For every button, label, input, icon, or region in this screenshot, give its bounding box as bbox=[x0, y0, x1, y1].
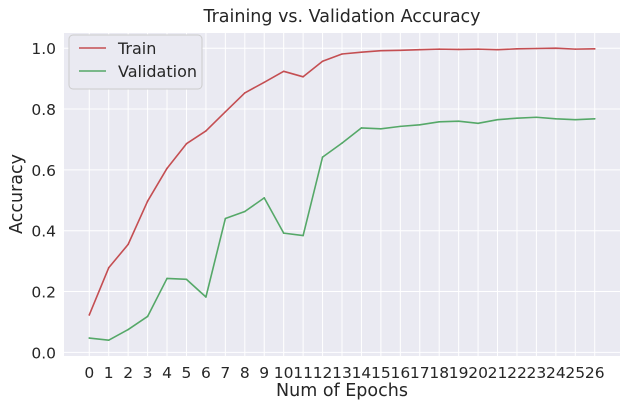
data-point-validation bbox=[535, 116, 538, 119]
x-tick-label: 14 bbox=[352, 364, 372, 382]
data-point-validation bbox=[360, 127, 363, 129]
data-point-validation bbox=[399, 125, 402, 128]
data-point-validation bbox=[282, 232, 285, 234]
x-tick-label: 21 bbox=[488, 364, 508, 382]
x-tick-label: 22 bbox=[507, 364, 527, 382]
y-axis-label: Accuracy bbox=[7, 154, 27, 234]
data-point-validation bbox=[244, 210, 246, 213]
legend-label-validation: Validation bbox=[118, 62, 197, 81]
data-point-train bbox=[302, 76, 304, 78]
data-point-validation bbox=[185, 278, 188, 281]
x-tick-label: 19 bbox=[449, 364, 469, 382]
data-point-validation bbox=[166, 277, 168, 280]
x-tick-label: 26 bbox=[585, 364, 605, 382]
y-tick-label: 0.0 bbox=[31, 344, 56, 362]
data-point-train bbox=[185, 142, 188, 145]
data-point-validation bbox=[574, 118, 577, 121]
data-point-validation bbox=[593, 117, 596, 120]
x-tick-label: 16 bbox=[390, 364, 410, 382]
y-tick-label: 0.8 bbox=[31, 101, 56, 119]
y-tick-label: 0.2 bbox=[31, 284, 56, 302]
x-tick-label: 17 bbox=[410, 364, 430, 382]
y-tick-labels: 0.0 0.2 0.4 0.6 0.8 1.0 bbox=[31, 40, 56, 362]
data-point-train bbox=[380, 49, 382, 52]
data-point-validation bbox=[341, 142, 343, 144]
x-tick-label: 6 bbox=[201, 364, 211, 382]
x-tick-label: 0 bbox=[84, 364, 94, 382]
data-point-validation bbox=[321, 156, 324, 158]
data-point-train bbox=[282, 70, 285, 73]
data-point-train bbox=[360, 51, 363, 53]
x-tick-label: 24 bbox=[546, 364, 566, 382]
data-point-train bbox=[418, 48, 421, 51]
x-axis-label: Num of Epochs bbox=[276, 381, 408, 401]
data-point-train bbox=[205, 130, 207, 132]
x-tick-label: 5 bbox=[182, 364, 192, 382]
data-point-train bbox=[516, 48, 518, 50]
x-tick-labels: 0 1 2 3 4 5 6 7 8 9 10 11 12 13 14 15 16 17 18 19 20 21 22 23 24… bbox=[84, 364, 604, 382]
data-point-train bbox=[166, 167, 168, 170]
data-point-train bbox=[107, 267, 110, 269]
data-point-train bbox=[438, 48, 441, 50]
x-tick-label: 18 bbox=[429, 364, 449, 382]
series-layer bbox=[88, 47, 596, 341]
y-tick-label: 0.6 bbox=[31, 162, 56, 180]
data-point-train bbox=[399, 49, 402, 52]
data-point-validation bbox=[516, 117, 518, 119]
x-tick-label: 3 bbox=[143, 364, 153, 382]
data-point-train bbox=[263, 81, 266, 84]
x-tick-label: 8 bbox=[240, 364, 250, 382]
y-tick-label: 1.0 bbox=[31, 40, 56, 58]
legend-label-train: Train bbox=[117, 39, 156, 58]
data-point-train bbox=[146, 200, 149, 202]
x-tick-label: 1 bbox=[104, 364, 114, 382]
data-point-validation bbox=[496, 118, 499, 121]
data-point-train bbox=[477, 48, 479, 50]
data-point-train bbox=[555, 47, 557, 50]
data-point-validation bbox=[438, 121, 441, 123]
data-point-validation bbox=[205, 296, 207, 298]
x-tick-label: 7 bbox=[220, 364, 230, 382]
x-tick-label: 13 bbox=[332, 364, 352, 382]
data-point-train bbox=[593, 48, 596, 50]
x-tick-label: 23 bbox=[527, 364, 547, 382]
data-point-validation bbox=[477, 122, 479, 125]
data-point-validation bbox=[555, 117, 557, 120]
data-point-train bbox=[88, 314, 91, 316]
data-point-validation bbox=[224, 217, 227, 220]
data-point-validation bbox=[127, 328, 129, 331]
x-tick-label: 2 bbox=[123, 364, 133, 382]
data-point-train bbox=[574, 48, 577, 50]
data-point-train bbox=[224, 110, 227, 113]
data-point-train bbox=[244, 92, 246, 94]
x-tick-label: 4 bbox=[162, 364, 172, 382]
data-point-validation bbox=[380, 128, 382, 130]
data-point-validation bbox=[263, 197, 266, 199]
data-point-validation bbox=[418, 124, 421, 126]
data-point-train bbox=[496, 48, 499, 51]
data-point-validation bbox=[107, 339, 110, 341]
x-tick-label: 12 bbox=[313, 364, 333, 382]
data-point-train bbox=[535, 47, 538, 50]
data-point-validation bbox=[146, 315, 149, 318]
x-tick-label: 20 bbox=[468, 364, 488, 382]
x-tick-label: 11 bbox=[293, 364, 313, 382]
x-tick-label: 9 bbox=[259, 364, 269, 382]
x-tick-label: 25 bbox=[565, 364, 585, 382]
x-tick-label: 15 bbox=[371, 364, 391, 382]
data-point-validation bbox=[457, 120, 460, 122]
legend: Train Validation bbox=[68, 34, 203, 90]
x-tick-label: 10 bbox=[274, 364, 294, 382]
data-point-validation bbox=[302, 234, 304, 237]
chart-title: Training vs. Validation Accuracy bbox=[202, 7, 480, 27]
data-point-validation bbox=[88, 337, 91, 339]
data-point-train bbox=[457, 48, 460, 51]
data-point-train bbox=[341, 53, 343, 55]
y-tick-label: 0.4 bbox=[31, 223, 56, 241]
data-point-train bbox=[127, 243, 129, 246]
data-point-train bbox=[321, 60, 324, 63]
